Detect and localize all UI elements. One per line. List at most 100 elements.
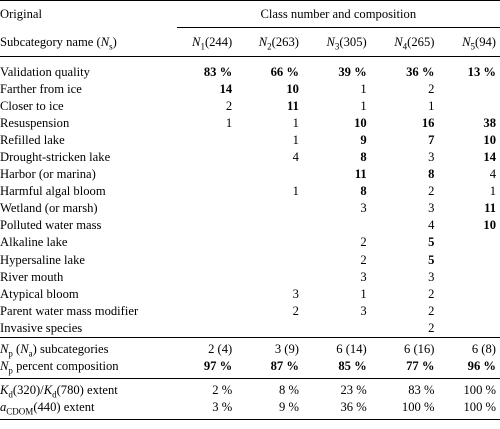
summary-cell: 87 % bbox=[270, 359, 299, 373]
table-cell: 1 bbox=[292, 184, 299, 199]
table-cell: 1 bbox=[225, 115, 233, 130]
summary-label: Np (Na) subcategories bbox=[0, 336, 177, 358]
table-cell bbox=[177, 302, 241, 319]
table-cell: 8 bbox=[360, 150, 367, 165]
table-cell bbox=[442, 80, 500, 97]
table-cell: 1 bbox=[360, 286, 367, 301]
table-cell: 8 bbox=[360, 184, 367, 199]
table-cell: 39 % bbox=[338, 64, 367, 79]
extent-cell: 8 % bbox=[240, 377, 307, 399]
summary-cell: 2 (4) bbox=[176, 336, 241, 358]
table-cell: 4 bbox=[428, 218, 435, 233]
extent-cell: 100 % bbox=[442, 377, 500, 399]
summary-table: Np (Na) subcategories 2 (4) 3 (9) 6 (14)… bbox=[0, 336, 500, 420]
table-row: Drought-stricken lake 4 8 3 14 bbox=[0, 148, 500, 165]
table-row: Harmful algal bloom 1 8 2 1 bbox=[0, 183, 500, 200]
table-cell bbox=[240, 217, 307, 234]
table-cell bbox=[307, 319, 375, 336]
table-cell bbox=[177, 234, 241, 251]
table-cell: 7 bbox=[428, 132, 435, 147]
extent-cell: 23 % bbox=[306, 377, 375, 399]
row-label: Closer to ice bbox=[0, 98, 64, 113]
table-cell: 14 bbox=[483, 150, 496, 165]
extent-cell: 100 % bbox=[442, 398, 500, 420]
summary-cell: 77 % bbox=[406, 359, 435, 373]
column-header: N4(265) bbox=[374, 27, 443, 57]
table-cell bbox=[177, 319, 241, 336]
header-row-1: Original Class number and composition bbox=[0, 0, 500, 28]
table-cell: 3 bbox=[292, 286, 299, 301]
table-cell: 10 bbox=[286, 81, 299, 96]
table-cell bbox=[177, 183, 241, 200]
table-cell: 2 bbox=[292, 303, 299, 318]
table-cell: 10 bbox=[483, 132, 496, 147]
subcategory-symbol: N bbox=[100, 34, 110, 49]
table-cell: 4 bbox=[292, 150, 299, 165]
table-cell bbox=[442, 251, 500, 268]
table-row: Refilled lake 1 9 7 10 bbox=[0, 131, 500, 148]
group-header: Class number and composition bbox=[176, 0, 500, 28]
table-cell: 1 bbox=[360, 98, 367, 113]
table-cell bbox=[442, 97, 500, 114]
row-label: Harbor (or marina) bbox=[0, 167, 96, 182]
row-label: Drought-stricken lake bbox=[0, 150, 111, 165]
table-cell: 2 bbox=[360, 252, 367, 267]
table-cell: 3 bbox=[360, 201, 367, 216]
header-divider bbox=[0, 56, 500, 63]
table-cell: 16 bbox=[421, 115, 435, 130]
header-row-2: Subcategory name (Ns) N1(244) N2(263) N3… bbox=[0, 27, 500, 57]
column-header: N2(263) bbox=[240, 27, 307, 57]
table-cell bbox=[177, 268, 241, 285]
table-cell: 4 bbox=[489, 167, 496, 182]
table-cell: 10 bbox=[483, 218, 496, 233]
table-cell bbox=[177, 200, 241, 217]
table-cell: 2 bbox=[428, 286, 435, 301]
subcategory-header-label: Subcategory name bbox=[0, 34, 94, 49]
table-cell bbox=[177, 251, 241, 268]
subcategory-header: Subcategory name (Ns) bbox=[0, 34, 117, 52]
extent-cell: 83 % bbox=[374, 377, 443, 399]
table-cell: 11 bbox=[287, 98, 299, 113]
table-cell bbox=[307, 217, 375, 234]
table-cell bbox=[442, 234, 500, 251]
table-cell: 5 bbox=[428, 235, 435, 250]
table-row: Closer to ice 2 11 1 1 bbox=[0, 97, 500, 114]
table-cell: 9 bbox=[360, 132, 367, 147]
table-cell: 66 % bbox=[270, 64, 299, 79]
table-cell: 2 bbox=[428, 184, 435, 199]
table-cell bbox=[240, 319, 307, 336]
row-label: Invasive species bbox=[0, 320, 83, 335]
table-cell: 3 bbox=[360, 303, 367, 318]
summary-cell: 6 (16) bbox=[374, 336, 443, 358]
table-cell: 13 % bbox=[467, 64, 496, 79]
class-composition-table: Original Class number and composition Su… bbox=[0, 0, 500, 63]
table-row: Atypical bloom 3 1 2 bbox=[0, 285, 500, 302]
table-cell bbox=[177, 131, 241, 148]
row-label: Atypical bloom bbox=[0, 286, 79, 301]
summary-label: Np percent composition bbox=[0, 359, 119, 376]
table-cell: 2 bbox=[428, 303, 435, 318]
column-header: N5(94) bbox=[442, 27, 500, 57]
table-cell: 8 bbox=[428, 167, 435, 182]
extent-cell: 2 % bbox=[176, 377, 241, 399]
extent-label: aCDOM(440) extent bbox=[0, 398, 177, 420]
table-row: Harbor (or marina) 11 8 4 bbox=[0, 166, 500, 183]
extent-cell: 3 % bbox=[176, 398, 241, 420]
table-row: Invasive species 2 bbox=[0, 319, 500, 336]
row-label: Harmful algal bloom bbox=[0, 184, 106, 199]
group-header-label: Class number and composition bbox=[260, 7, 417, 21]
column-header: N3(305) bbox=[306, 27, 375, 57]
row-label: Hypersaline lake bbox=[0, 252, 85, 267]
table-cell: 10 bbox=[354, 115, 367, 130]
table-row: Hypersaline lake 2 5 bbox=[0, 251, 500, 268]
table-cell: 2 bbox=[225, 98, 233, 113]
table-cell: 11 bbox=[484, 201, 496, 216]
summary-row-percent: Np percent composition 97 % 87 % 85 % 77… bbox=[0, 358, 500, 379]
row-label: Parent water mass modifier bbox=[0, 303, 139, 318]
extent-cell: 9 % bbox=[240, 398, 307, 420]
column-header: N1(244) bbox=[176, 27, 241, 57]
table-row: Alkaline lake 2 5 bbox=[0, 234, 500, 251]
extent-row-acdom: aCDOM(440) extent 3 % 9 % 36 % 100 % 100… bbox=[0, 398, 500, 420]
table-cell: 2 bbox=[428, 81, 435, 96]
table-cell bbox=[177, 285, 241, 302]
